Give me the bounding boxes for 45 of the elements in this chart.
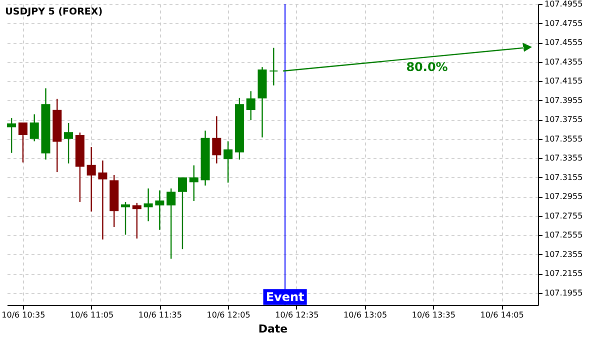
y-tick-label: 107.4355 <box>544 57 583 66</box>
y-tick-label: 107.3155 <box>544 172 583 182</box>
x-tick-label: 10/6 13:05 <box>344 310 388 320</box>
y-tick-label: 107.4555 <box>544 38 583 48</box>
candlestick <box>86 146 96 212</box>
candlestick <box>7 118 16 154</box>
candlestick <box>212 116 222 164</box>
x-tick-label: 10/6 11:05 <box>70 310 114 320</box>
y-tick-label: 107.3955 <box>544 96 583 105</box>
x-tick-label: 10/6 12:05 <box>206 310 250 320</box>
candlestick <box>269 47 278 86</box>
candlestick <box>178 177 187 250</box>
candlestick <box>132 202 142 240</box>
y-tick-label: 107.4955 <box>544 0 583 8</box>
x-tick-label: 10/6 12:35 <box>275 310 319 320</box>
candlestick <box>144 188 153 222</box>
y-tick-label: 107.2555 <box>544 230 583 240</box>
y-tick-label: 107.1955 <box>544 288 583 298</box>
y-tick-label: 107.2755 <box>544 211 583 220</box>
candlestick <box>18 122 28 164</box>
y-tick-label: 107.4755 <box>544 18 583 28</box>
candlestick <box>30 114 39 142</box>
candlestick <box>189 164 198 202</box>
candlestick <box>246 90 256 121</box>
y-tick-label: 107.2355 <box>544 250 583 259</box>
candlestick <box>166 188 176 260</box>
x-tick-label: 10/6 11:35 <box>138 310 182 320</box>
candlestick <box>155 190 164 230</box>
candlestick <box>98 160 108 240</box>
x-tick-label: 10/6 10:35 <box>2 310 46 320</box>
chart-title: USDJPY 5 (FOREX) <box>5 6 103 18</box>
candlestick <box>121 201 130 236</box>
x-tick-label: 10/6 14:05 <box>480 310 524 320</box>
y-tick-label: 107.2955 <box>544 192 583 202</box>
y-tick-label: 107.3355 <box>544 154 583 163</box>
candlestick <box>64 122 74 164</box>
y-tick-label: 107.3755 <box>544 115 583 124</box>
y-tick-label: 107.2155 <box>544 269 583 278</box>
x-tick-label: 10/6 13:35 <box>412 310 456 320</box>
y-tick-label: 107.3555 <box>544 134 583 144</box>
ref-line-label: Event <box>266 290 305 304</box>
candlestick <box>224 140 233 184</box>
y-tick-label: 107.4155 <box>544 76 583 86</box>
annotation: 80.0% <box>406 60 448 74</box>
x-axis-title: Date <box>258 322 288 336</box>
